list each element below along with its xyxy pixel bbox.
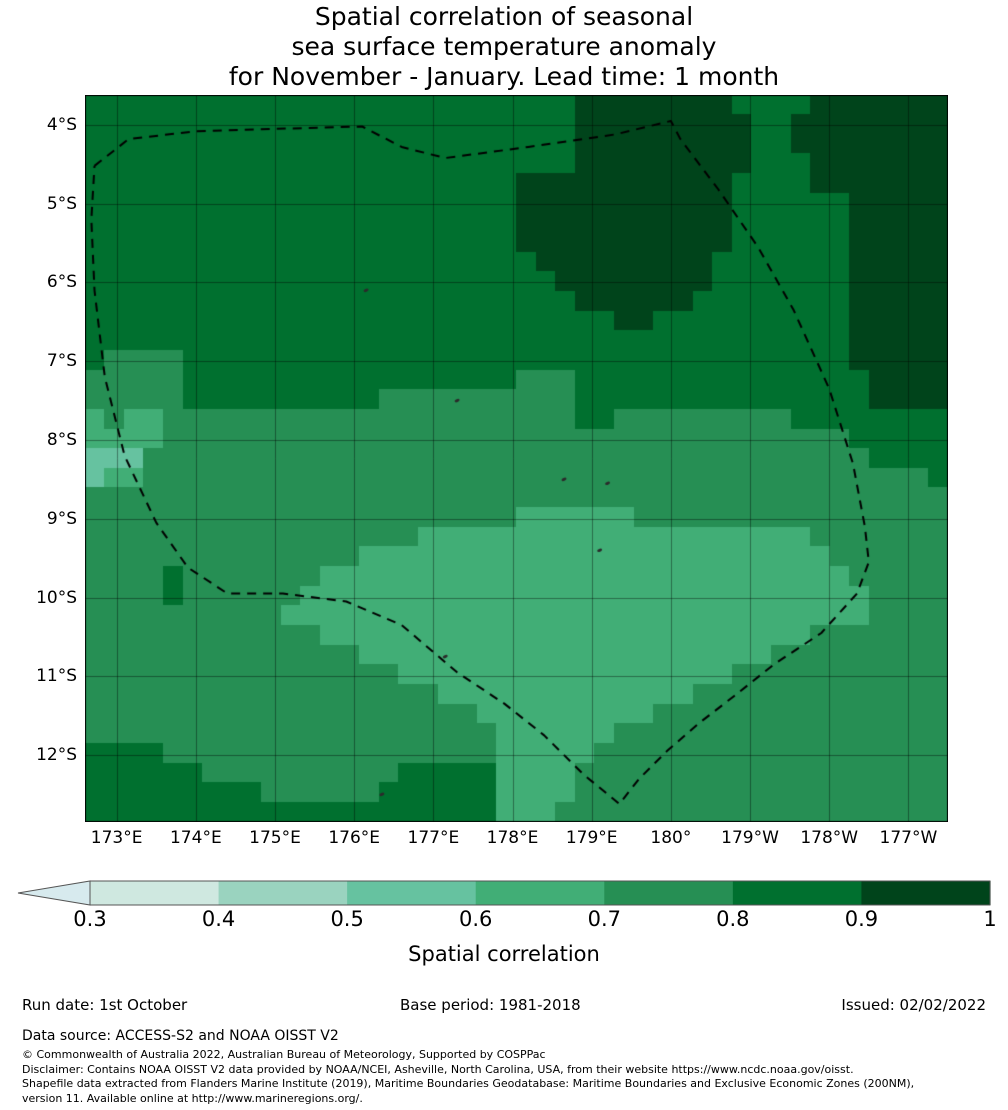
issued-date: Issued: 02/02/2022 <box>841 996 986 1014</box>
correlation-heatmap-canvas <box>85 95 948 822</box>
title-line-2: sea surface temperature anomaly <box>291 32 717 61</box>
lat-tick-label: 9°S <box>46 508 77 529</box>
colorbar-tick-label: 0.9 <box>844 907 879 931</box>
lon-tick-label: 180° <box>650 828 692 848</box>
disclaimer-line-2: Disclaimer: Contains NOAA OISST V2 data … <box>22 1062 854 1076</box>
disclaimer-line-4: version 11. Available online at http://w… <box>22 1091 363 1105</box>
longitude-axis: 173°E 174°E 175°E 176°E 177°E 178°E 179°E 180° 1… <box>85 828 948 856</box>
lat-tick-label: 10°S <box>36 587 77 608</box>
base-period: Base period: 1981-2018 <box>400 996 581 1014</box>
disclaimer-block: © Commonwealth of Australia 2022, Austra… <box>22 1048 997 1106</box>
lon-tick-label: 178°E <box>486 828 539 848</box>
page-title: Spatial correlation of seasonal sea surf… <box>0 2 1008 92</box>
colorbar-swatch <box>218 881 348 905</box>
title-line-3: for November - January. Lead time: 1 mon… <box>228 62 780 91</box>
lat-tick-label: 5°S <box>46 193 77 214</box>
colorbar-swatches <box>17 880 991 906</box>
lat-tick-label: 12°S <box>36 745 77 766</box>
colorbar-swatch <box>90 881 220 905</box>
lat-tick-label: 7°S <box>46 351 77 372</box>
title-line-1: Spatial correlation of seasonal <box>314 2 694 31</box>
lon-tick-label: 175°E <box>249 828 301 848</box>
lat-tick-label: 6°S <box>46 272 77 293</box>
colorbar-tick-label: 0.3 <box>73 907 107 931</box>
lon-tick-label: 176°E <box>328 828 381 848</box>
colorbar-tick-label: 0.6 <box>459 907 493 931</box>
colorbar-swatch <box>347 881 477 905</box>
lon-tick-label: 179°E <box>565 828 618 848</box>
colorbar-title: Spatial correlation <box>408 942 600 966</box>
map-plot-area <box>85 95 948 822</box>
colorbar-swatch <box>861 881 991 905</box>
run-date: Run date: 1st October <box>22 996 188 1014</box>
colorbar-under-arrow <box>17 880 91 906</box>
meta-row: Run date: 1st October Base period: 1981-… <box>0 996 1008 1018</box>
colorbar-swatch <box>604 881 734 905</box>
colorbar-tick-label: 1 <box>983 907 997 931</box>
disclaimer-line-3: Shapefile data extracted from Flanders M… <box>22 1077 915 1090</box>
lat-tick-label: 11°S <box>36 666 77 687</box>
lon-tick-label: 177°W <box>879 828 938 848</box>
data-source: Data source: ACCESS-S2 and NOAA OISST V2 <box>22 1028 339 1044</box>
colorbar-tick-label: 0.8 <box>716 907 750 931</box>
lon-tick-label: 174°E <box>169 828 222 848</box>
colorbar: 0.3 0.4 0.5 0.6 0.7 0.8 0.9 1 <box>0 877 1008 931</box>
colorbar-tick-label: 0.7 <box>587 907 621 931</box>
lon-tick-label: 179°W <box>721 828 779 848</box>
disclaimer-line-1: © Commonwealth of Australia 2022, Austra… <box>22 1048 546 1061</box>
lat-tick-label: 4°S <box>46 114 77 135</box>
colorbar-tick-label: 0.4 <box>201 907 236 931</box>
colorbar-swatch <box>732 881 863 905</box>
lon-tick-label: 178°W <box>800 828 859 848</box>
colorbar-outline <box>89 880 991 906</box>
colorbar-swatch <box>475 881 605 905</box>
latitude-axis: 4°S 5°S 6°S 7°S 8°S 9°S 10°S 11°S 12°S <box>0 95 77 822</box>
lat-tick-label: 8°S <box>46 429 77 450</box>
lon-tick-label: 173°E <box>90 828 143 848</box>
lon-tick-label: 177°E <box>407 828 460 848</box>
colorbar-tick-label: 0.5 <box>330 907 364 931</box>
colorbar-tick-labels: 0.3 0.4 0.5 0.6 0.7 0.8 0.9 1 <box>0 907 1008 937</box>
